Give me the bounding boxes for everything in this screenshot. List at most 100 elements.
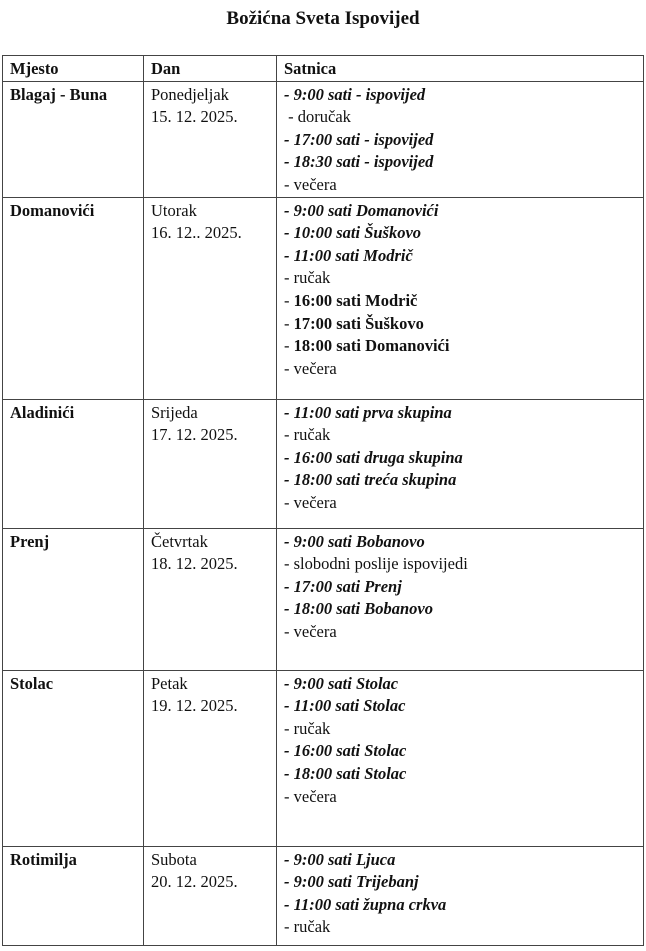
item-text: 9:00 sati Stolac [293,673,399,693]
item-dash: - [284,152,294,172]
schedule-item: - 17:00 sati Prenj [284,576,636,599]
schedule-item: - 18:00 sati treća skupina [284,469,636,492]
schedule-item: - ručak [284,267,636,290]
item-text: 18:30 sati - ispovijed [293,152,434,172]
item-dash: - [284,718,294,738]
date: 19. 12. 2025. [151,696,238,716]
place-name: Aladinići [10,402,75,422]
item-dash: - [284,872,294,892]
table-row: Aladinići Srijeda 17. 12. 2025. - 11:00 sat… [2,398,644,529]
place-name: Stolac [10,673,54,693]
day-name: Srijeda [151,402,198,422]
item-text: 11:00 sati župna crkva [293,894,447,914]
item-text: doručak [297,107,351,127]
item-dash: - [284,576,294,596]
day-cell: Ponedjeljak 15. 12. 2025. [143,80,277,198]
schedule-item: - ručak [284,424,636,447]
table-row: Blagaj - Buna Ponedjeljak 15. 12. 2025. - 9… [2,80,644,198]
place-cell: Prenj [2,527,144,671]
item-text: 18:00 sati Domanovići [293,336,450,356]
item-dash: - [284,129,294,149]
item-dash: - [284,358,294,378]
item-text: 17:00 sati Prenj [293,576,402,596]
schedule-item: - 16:00 sati Stolac [284,740,636,763]
date: 20. 12. 2025. [151,872,238,892]
item-dash: - [284,290,294,310]
schedule-item: - 11:00 sati župna crkva [284,894,636,917]
day-cell: Utorak 16. 12.. 2025. [143,196,277,400]
item-dash: - [284,599,294,619]
table-row: Domanovići Utorak 16. 12.. 2025. - 9:00 sat… [2,196,644,400]
place-name: Rotimilja [10,849,77,869]
place-cell: Aladinići [2,398,144,529]
item-dash: - [284,696,294,716]
item-dash: - [284,673,294,693]
schedule-item: - 9:00 sati Trijebanj [284,871,636,894]
item-dash: - [284,107,298,127]
item-dash: - [284,84,294,104]
item-text: 17:00 sati Šuškovo [293,313,424,333]
day-name: Četvrtak [151,531,208,551]
schedule-item: - večera [284,786,636,809]
table-row: Prenj Četvrtak 18. 12. 2025. - 9:00 sati Bo… [2,527,644,671]
schedule-item: - 9:00 sati Domanovići [284,200,636,223]
item-dash: - [284,245,294,265]
item-text: 9:00 sati Trijebanj [293,872,419,892]
header-mjesto: Mjesto [2,55,144,82]
schedule-cell: - 9:00 sati - ispovijed - doručak - 17:00… [276,80,644,198]
item-text: 18:00 sati Stolac [293,763,407,783]
item-dash: - [284,174,294,194]
schedule-item: - 17:00 sati - ispovijed [284,129,636,152]
item-text: večera [293,621,337,641]
item-text: 9:00 sati - ispovijed [293,84,426,104]
place-name: Prenj [10,531,50,551]
date: 15. 12. 2025. [151,107,238,127]
item-dash: - [284,447,294,467]
item-text: 11:00 sati prva skupina [293,402,452,422]
schedule-item: - 18:00 sati Domanovići [284,335,636,358]
schedule-item: - 17:00 sati Šuškovo [284,313,636,336]
schedule-item: - 16:00 sati Modrič [284,290,636,313]
item-text: 18:00 sati Bobanovo [293,599,433,619]
item-dash: - [284,268,294,288]
schedule-item: - 18:30 sati - ispovijed [284,151,636,174]
schedule-item: - 9:00 sati Ljuca [284,849,636,872]
item-text: ručak [293,917,331,937]
schedule-cell: - 9:00 sati Domanovići - 10:00 sati Šuško… [276,196,644,400]
place-name: Blagaj - Buna [10,84,108,104]
schedule-item: - večera [284,621,636,644]
item-dash: - [284,200,294,220]
item-dash: - [284,621,294,641]
schedule-item: - slobodni poslije ispovijedi [284,553,636,576]
schedule-table: Mjesto Dan Satnica Blagaj - Buna Ponedjel… [2,55,644,946]
header-satnica: Satnica [276,55,644,82]
item-text: ručak [293,425,331,445]
item-dash: - [284,313,294,333]
schedule-item: - 10:00 sati Šuškovo [284,222,636,245]
schedule-item: - 9:00 sati Bobanovo [284,531,636,554]
item-dash: - [284,917,294,937]
item-text: 9:00 sati Domanovići [293,200,439,220]
place-cell: Blagaj - Buna [2,80,144,198]
item-dash: - [284,223,294,243]
schedule-cell: - 9:00 sati Stolac - 11:00 sati Stolac - r… [276,669,644,847]
item-dash: - [284,470,294,490]
schedule-item: - 18:00 sati Stolac [284,763,636,786]
item-text: slobodni poslije ispovijedi [293,554,468,574]
item-text: večera [293,492,337,512]
schedule-item: - večera [284,492,636,515]
day-cell: Subota 20. 12. 2025. [143,845,277,946]
table-row: Rotimilja Subota 20. 12. 2025. - 9:00 sati … [2,845,644,946]
schedule-item: - 18:00 sati Bobanovo [284,598,636,621]
day-name: Subota [151,849,197,869]
schedule-cell: - 9:00 sati Bobanovo - slobodni poslije i… [276,527,644,671]
item-text: 10:00 sati Šuškovo [293,223,422,243]
item-text: 16:00 sati Stolac [293,741,407,761]
place-cell: Stolac [2,669,144,847]
schedule-item: - večera [284,174,636,197]
item-dash: - [284,894,294,914]
item-dash: - [284,492,294,512]
place-cell: Domanovići [2,196,144,400]
item-dash: - [284,336,294,356]
item-text: ručak [293,718,331,738]
